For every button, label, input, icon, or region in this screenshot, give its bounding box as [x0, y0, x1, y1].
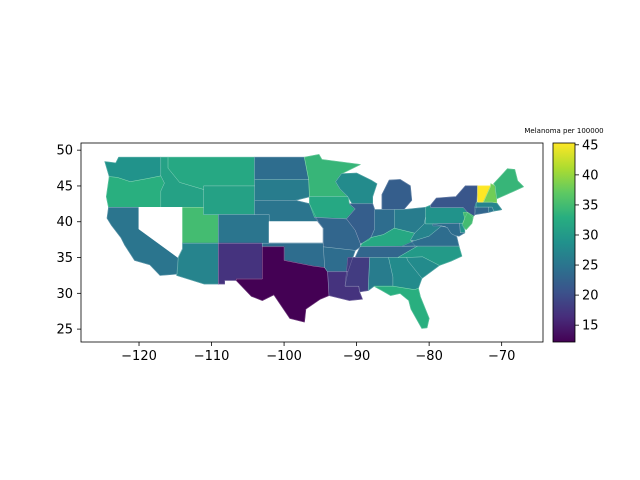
x-tick-label: −120	[121, 349, 157, 364]
state-colorado	[217, 214, 270, 244]
state-border-louisiana	[327, 271, 363, 301]
y-tick-label: 30	[56, 287, 73, 302]
state-border-new-jersey	[461, 212, 474, 230]
colorbar-tick-label: 35	[582, 198, 599, 213]
state-iowa	[309, 196, 356, 220]
state-border-arizona	[176, 242, 219, 285]
colorbar-gradient	[552, 142, 576, 343]
state-border-south-dakota	[254, 179, 310, 201]
x-tick-label: −90	[343, 349, 370, 364]
y-tick-label: 25	[56, 323, 73, 338]
state-border-north-dakota	[254, 157, 309, 180]
colorbar-tick-label: 40	[582, 168, 599, 183]
state-illinois	[346, 203, 376, 244]
state-border-alabama	[367, 257, 394, 291]
colorbar-tick-label: 25	[582, 259, 599, 274]
state-border-utah	[182, 207, 219, 244]
x-tick-label: −100	[266, 349, 302, 364]
x-axis: −120 −110 −100 −90 −80 −70	[121, 342, 515, 364]
state-pennsylvania	[425, 204, 469, 225]
state-wisconsin	[335, 172, 378, 205]
x-tick-label: −110	[194, 349, 230, 364]
state-border-new-mexico	[218, 242, 263, 285]
state-kansas	[268, 221, 324, 244]
x-tick-label: −70	[488, 349, 515, 364]
x-tick-label: −80	[415, 349, 442, 364]
state-border-nevada	[138, 207, 183, 258]
state-border-illinois	[346, 203, 375, 244]
state-texas	[235, 246, 330, 323]
state-border-west-virginia	[409, 217, 446, 241]
state-border-delaware	[459, 222, 465, 234]
colorbar-tick-label: 30	[582, 228, 599, 243]
state-map-layer	[104, 154, 524, 329]
state-border-california	[106, 207, 179, 276]
state-alabama	[367, 257, 394, 291]
state-border-massachusetts	[474, 201, 503, 212]
map-axes-frame	[80, 142, 544, 343]
state-maryland	[432, 222, 466, 237]
state-new-jersey	[461, 211, 474, 231]
state-new-york	[430, 185, 479, 218]
state-border-oklahoma	[262, 242, 325, 268]
state-border-montana	[167, 157, 255, 190]
state-border-oregon	[106, 175, 165, 208]
state-border-new-york	[430, 185, 478, 218]
state-border-minnesota	[304, 154, 361, 197]
state-border-tennessee	[354, 245, 419, 258]
state-north-dakota	[254, 156, 310, 180]
state-border-wisconsin	[335, 172, 378, 205]
state-border-maryland	[432, 222, 466, 237]
colorbar-ticks: 15 20 25 30 35 40 45	[575, 138, 599, 334]
y-tick-label: 35	[56, 251, 73, 266]
colorbar-tick-label: 20	[582, 289, 599, 304]
state-border-new-hampshire	[483, 183, 497, 204]
state-border-connecticut	[474, 206, 489, 215]
colorbar-tick-label: 15	[582, 319, 599, 334]
colorbar-tick-label: 45	[582, 138, 599, 153]
state-border-texas	[235, 246, 330, 323]
state-border-wyoming	[203, 185, 255, 215]
y-axis: 25 30 35 40 45 50	[56, 144, 81, 338]
state-border-rhode-island	[488, 206, 494, 213]
state-border-nebraska	[254, 200, 319, 222]
state-border-vermont	[477, 185, 492, 203]
state-border-idaho	[160, 157, 204, 208]
state-wyoming	[203, 185, 256, 216]
state-border-kentucky	[359, 227, 416, 248]
state-border-mississippi	[344, 257, 370, 293]
state-border-michigan	[381, 179, 412, 210]
state-border-virginia	[402, 225, 460, 247]
state-south-dakota	[254, 179, 310, 201]
state-border-washington	[104, 157, 162, 182]
state-border-north-carolina	[397, 245, 463, 266]
state-border-ohio	[394, 207, 426, 234]
y-tick-label: 40	[56, 215, 73, 230]
state-florida	[373, 285, 430, 329]
state-border-iowa	[309, 196, 356, 220]
y-tick-label: 50	[56, 144, 73, 159]
state-border-kansas	[269, 221, 324, 244]
state-border-missouri	[314, 217, 361, 251]
colorbar: 15 20 25 30 35 40 45 Melanoma per 100000	[524, 127, 604, 343]
state-border-florida	[373, 286, 430, 329]
state-border-maine	[493, 168, 524, 200]
state-border-south-carolina	[406, 256, 440, 279]
state-border-indiana	[370, 209, 395, 238]
state-border-colorado	[218, 214, 270, 244]
state-border-pennsylvania	[425, 205, 468, 225]
state-new-mexico	[217, 242, 263, 285]
state-border-georgia	[388, 257, 423, 290]
state-maine	[493, 168, 524, 200]
state-border-arkansas	[322, 246, 356, 272]
y-tick-label: 45	[56, 179, 73, 194]
colorbar-title: Melanoma per 100000	[524, 127, 603, 135]
